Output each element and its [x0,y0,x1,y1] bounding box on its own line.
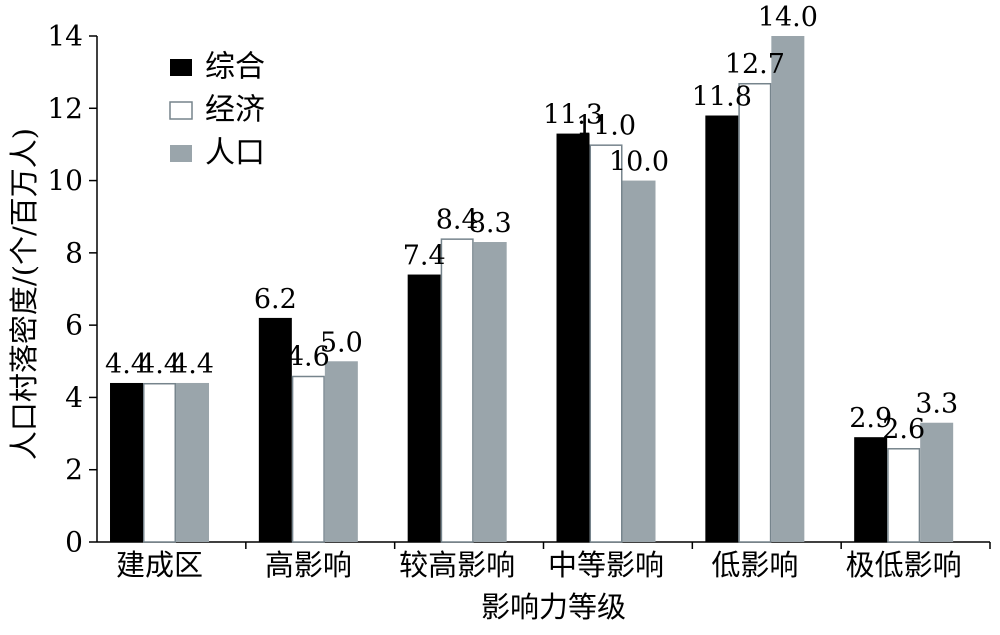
legend-swatch [170,145,192,162]
x-category-label: 低影响 [711,548,798,582]
bar-value-label: 10.0 [609,147,669,178]
bar-value-label: 12.7 [725,49,785,80]
legend-label: 人口 [205,136,265,171]
bar-value-label: 4.4 [105,349,148,380]
x-category-label: 较高影响 [399,548,515,582]
bar-value-label: 4.4 [171,349,214,380]
bar-人口 [920,422,954,542]
bar-人口 [324,361,358,542]
x-category-label: 极低影响 [846,548,962,582]
legend-swatch [169,101,193,120]
bar-value-label: 8.3 [469,208,512,239]
y-axis: 0 2 4 6 8 10 12 14 [47,20,98,559]
y-tick-label: 14 [47,20,83,53]
bar-综合 [556,133,590,543]
y-tick-label: 6 [65,309,83,342]
bar-value-label: 11.0 [576,110,636,141]
bar-人口 [771,36,805,542]
legend-label: 综合 [205,50,265,85]
bar-人口 [473,242,507,542]
bar-value-label: 2.6 [882,414,925,445]
bar-value-label: 2.9 [849,403,892,434]
bar-value-label: 4.6 [287,342,330,373]
x-axis-title: 影响力等级 [481,590,626,624]
y-tick-label: 12 [47,92,83,125]
bar-value-label: 7.4 [403,241,446,272]
legend-swatch [170,59,192,76]
y-tick-label: 4 [65,381,83,414]
bar-综合 [110,382,144,542]
bar-经济 [143,382,177,543]
bar-经济 [291,375,325,543]
bar-value-label: 14.0 [758,2,818,33]
bar-人口 [176,382,210,542]
bar-人口 [622,180,656,543]
x-axis: 建成区 高影响 较高影响 中等影响 低影响 极低影响 [97,541,991,582]
legend-label: 经济 [205,93,265,128]
x-category-label: 中等影响 [548,548,664,582]
bar-value-label: 3.3 [915,389,958,420]
data-labels: 4.44.44.46.24.65.07.48.48.311.311.010.01… [105,2,958,445]
bar-value-label: 11.3 [543,100,603,131]
bar-value-label: 8.4 [436,204,479,235]
y-axis-title: 人口村落密度/(个/百万人) [7,128,41,460]
y-tick-label: 0 [65,526,83,559]
bar-经济 [738,82,772,543]
bar-value-label: 4.4 [138,349,181,380]
y-tick-label: 10 [47,164,83,197]
x-category-label: 高影响 [265,548,352,582]
bars [110,36,954,543]
bar-经济 [887,448,921,543]
bar-value-label: 6.2 [254,284,297,315]
x-category-label: 建成区 [116,548,203,582]
y-tick-label: 8 [65,236,83,269]
bar-value-label: 5.0 [320,327,363,358]
bar-经济 [589,144,623,543]
bar-经济 [440,238,474,543]
y-tick-label: 2 [65,453,83,486]
bar-综合 [854,437,888,542]
bar-综合 [258,317,292,542]
bar-综合 [407,274,441,542]
bar-综合 [705,115,739,542]
bar-value-label: 11.8 [692,82,752,113]
